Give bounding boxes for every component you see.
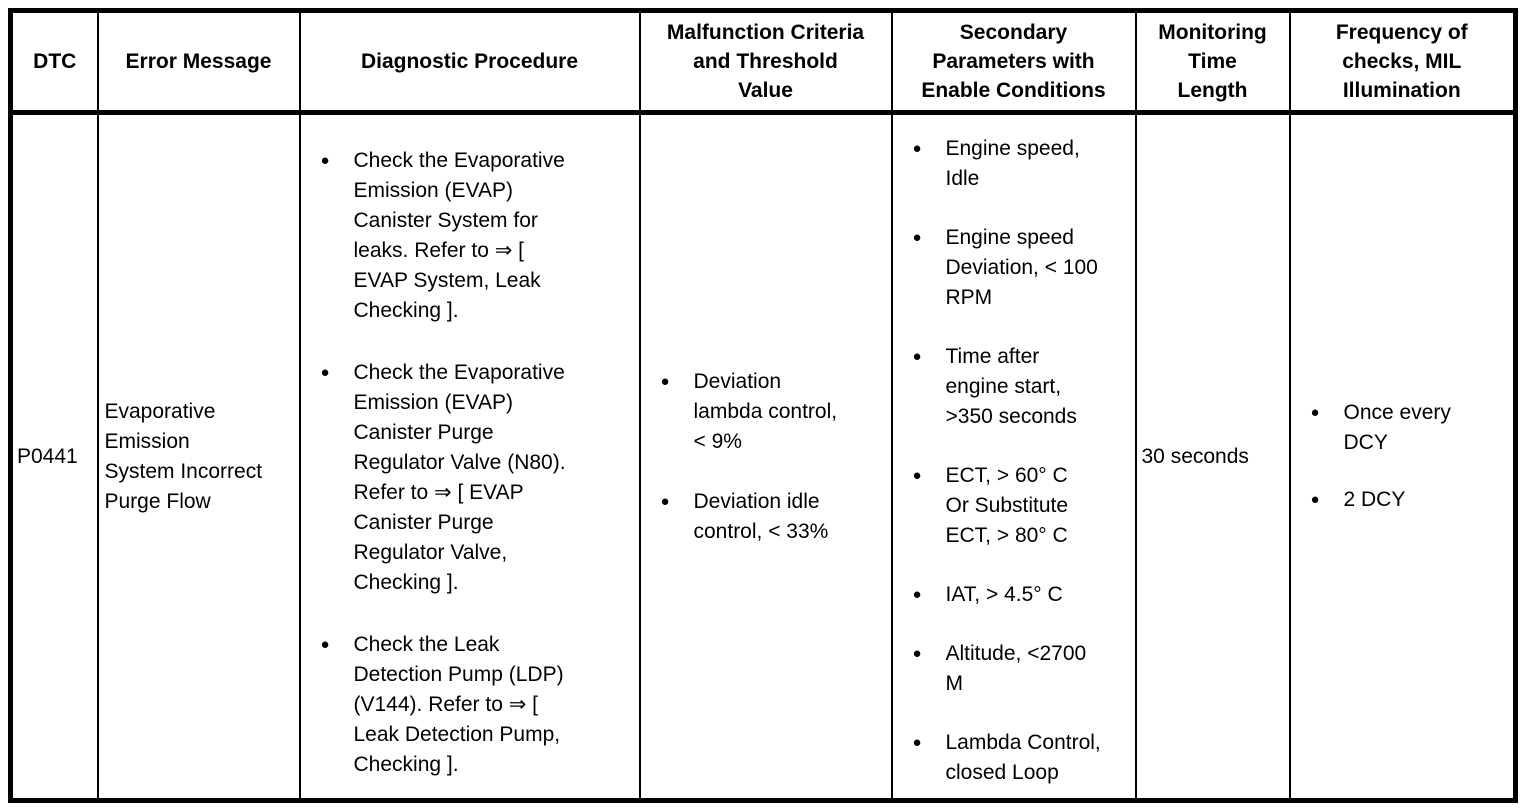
list-item: ● 2 DCY (1292, 485, 1514, 515)
parameter-text: Engine speed, Idle (945, 137, 1080, 190)
header-secondary-parameters: Secondary Parameters with Enable Conditi… (890, 9, 1137, 115)
cell-diagnostic-procedure: ● Check the Evaporative Emission (EVAP) … (298, 111, 641, 802)
bullet-icon: ● (912, 140, 922, 157)
bullet-icon: ● (912, 348, 922, 365)
cell-dtc-code: P0441 (9, 111, 99, 802)
cell-secondary-parameters: ● Engine speed, Idle ● Engine speed Devi… (890, 111, 1137, 802)
header-frequency: Frequency of checks, MIL Illumination (1288, 9, 1517, 115)
list-item: ● Deviation lambda control, < 9% (642, 367, 890, 457)
dtc-diagnostic-table: DTC Error Message Diagnostic Procedure M… (8, 8, 1518, 803)
list-item: ● Check the Evaporative Emission (EVAP) … (302, 146, 638, 326)
table-row: P0441 Evaporative Emission System Incorr… (9, 111, 1517, 802)
criteria-text: Deviation idle control, < 33% (693, 489, 829, 543)
cell-malfunction-criteria: ● Deviation lambda control, < 9% ● Devia… (638, 111, 893, 802)
header-monitoring-time: Monitoring Time Length (1134, 9, 1291, 115)
list-item: ● Altitude, <2700 M (894, 639, 1134, 699)
criteria-text: Deviation lambda control, < 9% (693, 369, 838, 453)
header-diagnostic-procedure: Diagnostic Procedure (298, 9, 641, 115)
diagnostic-step-text: Check the Leak Detection Pump (LDP) (V14… (353, 633, 564, 776)
parameter-text: Engine speed Deviation, < 100 RPM (945, 226, 1098, 309)
list-item: ● Deviation idle control, < 33% (642, 487, 890, 547)
cell-monitoring-time: 30 seconds (1134, 111, 1291, 802)
parameter-text: Lambda Control, closed Loop (945, 731, 1101, 784)
parameter-text: IAT, > 4.5° C (945, 583, 1063, 606)
bullet-icon: ● (912, 229, 922, 246)
frequency-text: Once every DCY (1343, 401, 1451, 454)
bullet-icon: ● (660, 492, 670, 510)
diagnostic-step-text: Check the Evaporative Emission (EVAP) Ca… (353, 149, 565, 322)
bullet-icon: ● (320, 152, 330, 169)
bullet-icon: ● (912, 586, 922, 603)
list-item: ● Lambda Control, closed Loop (894, 728, 1134, 788)
list-item: ● Check the Evaporative Emission (EVAP) … (302, 358, 638, 598)
bullet-icon: ● (1310, 491, 1320, 508)
header-dtc: DTC (9, 9, 99, 115)
header-malfunction-criteria: Malfunction Criteria and Threshold Value (638, 9, 893, 115)
bullet-icon: ● (912, 467, 922, 484)
cell-frequency: ● Once every DCY ● 2 DCY (1288, 111, 1517, 802)
diagnostic-step-text: Check the Evaporative Emission (EVAP) Ca… (353, 361, 566, 594)
list-item: ● Once every DCY (1292, 398, 1514, 458)
bullet-icon: ● (1310, 404, 1320, 421)
bullet-icon: ● (912, 734, 922, 751)
parameter-text: Time after engine start, >350 seconds (945, 345, 1077, 428)
frequency-text: 2 DCY (1343, 488, 1406, 511)
parameter-text: Altitude, <2700 M (945, 642, 1087, 695)
list-item: ● Engine speed Deviation, < 100 RPM (894, 223, 1134, 313)
bullet-icon: ● (320, 364, 330, 381)
cell-error-message: Evaporative Emission System Incorrect Pu… (96, 111, 301, 802)
list-item: ● IAT, > 4.5° C (894, 580, 1134, 610)
list-item: ● Engine speed, Idle (894, 134, 1134, 194)
parameter-text: ECT, > 60° C Or Substitute ECT, > 80° C (945, 464, 1069, 547)
table-header-row: DTC Error Message Diagnostic Procedure M… (9, 9, 1517, 115)
list-item: ● Check the Leak Detection Pump (LDP) (V… (302, 630, 638, 780)
list-item: ● ECT, > 60° C Or Substitute ECT, > 80° … (894, 461, 1134, 551)
bullet-icon: ● (912, 645, 922, 662)
bullet-icon: ● (660, 372, 670, 390)
list-item: ● Time after engine start, >350 seconds (894, 342, 1134, 432)
bullet-icon: ● (320, 636, 330, 653)
header-error-message: Error Message (96, 9, 301, 115)
